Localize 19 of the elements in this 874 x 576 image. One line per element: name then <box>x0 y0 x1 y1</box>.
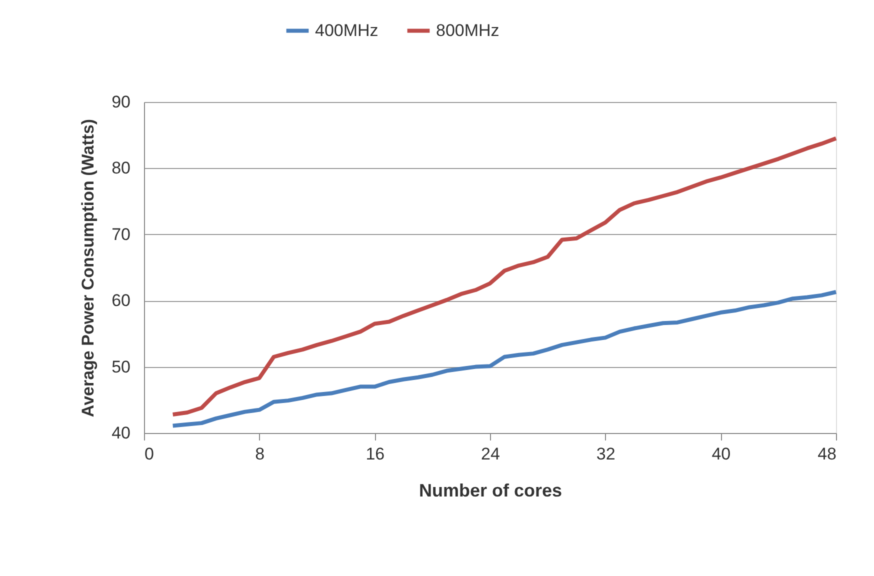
x-tick-label: 48 <box>818 444 836 464</box>
x-tick-label: 0 <box>144 444 154 464</box>
legend-label: 400MHz <box>315 20 378 40</box>
x-axis-title: Number of cores <box>418 480 562 500</box>
y-tick-label: 40 <box>112 424 130 442</box>
x-tick-label: 32 <box>596 444 616 464</box>
x-tick-label: 16 <box>366 444 385 464</box>
x-tick-label: 8 <box>255 444 265 464</box>
y-axis-title: Average Power Consumption (Watts) <box>78 118 98 418</box>
x-tick-label: 24 <box>481 444 500 464</box>
line-series <box>170 290 838 428</box>
x-tick-label: 40 <box>712 444 731 464</box>
y-tick-label: 70 <box>112 224 130 244</box>
y-tick-label: 60 <box>112 291 130 310</box>
y-tick-label: 50 <box>112 357 130 376</box>
line-series <box>170 136 838 416</box>
y-tick-label: 90 <box>112 92 130 112</box>
y-tick-label: 80 <box>112 158 130 178</box>
legend-label: 800MHz <box>436 20 500 40</box>
